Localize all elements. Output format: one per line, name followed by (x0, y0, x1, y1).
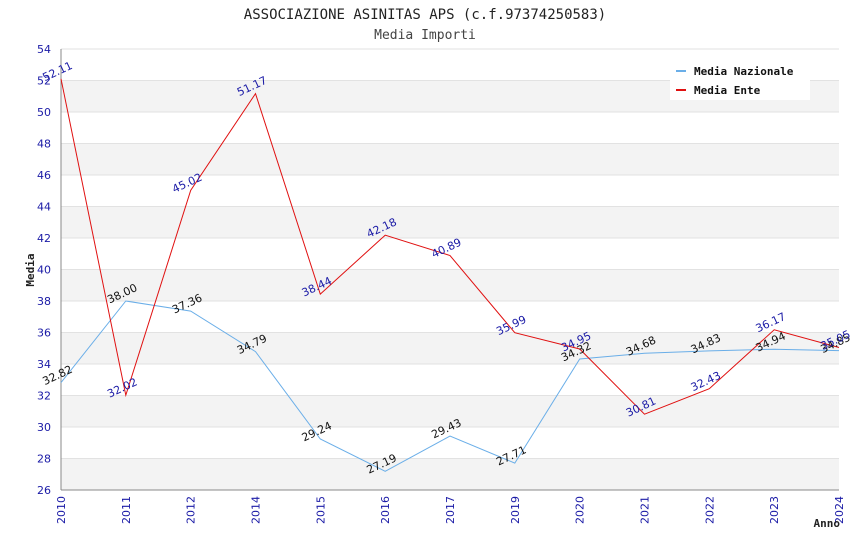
x-tick-label: 2019 (509, 496, 522, 524)
grid-band (61, 427, 839, 459)
grid-band (61, 364, 839, 396)
legend-item-label: Media Nazionale (694, 65, 794, 78)
y-tick-label: 34 (37, 358, 51, 371)
y-tick-label: 46 (37, 169, 51, 182)
series-line-media-nazionale (60, 300, 840, 472)
grid-bands (61, 48, 839, 491)
grid-band (61, 332, 839, 364)
y-tick-label: 32 (37, 390, 51, 403)
x-tick-labels: 2010 2011 2012 2014 2015 2016 2017 2019 2020 2021… (55, 496, 846, 524)
x-tick-label: 2022 (703, 496, 716, 524)
legend-box (670, 60, 810, 100)
x-tick-label: 2021 (639, 496, 652, 524)
x-tick-label: 2012 (185, 496, 198, 524)
x-tick-label: 2023 (768, 496, 781, 524)
grid-band (61, 206, 839, 238)
series-line-media-ente (60, 78, 840, 415)
x-tick-label: 2016 (379, 496, 392, 524)
y-tick-labels: 26 28 30 32 34 36 38 40 42 44 46 48 50 52 54 (37, 43, 51, 497)
grid-band (61, 238, 839, 270)
y-tick-label: 26 (37, 484, 51, 497)
y-tick-label: 40 (37, 264, 51, 277)
legend-item-label: Media Ente (694, 84, 761, 97)
y-tick-label: 42 (37, 232, 51, 245)
grid-band (61, 458, 839, 490)
y-tick-label: 48 (37, 138, 51, 151)
y-tick-label: 52 (37, 75, 51, 88)
grid-band (61, 143, 839, 175)
y-tick-label: 38 (37, 295, 51, 308)
x-tick-label: 2020 (574, 496, 587, 524)
legend: Media Nazionale Media Ente (670, 60, 810, 100)
series-lines (60, 78, 840, 472)
grid-band (61, 395, 839, 427)
grid-band (61, 269, 839, 301)
x-tick-label: 2014 (250, 496, 263, 524)
axes (60, 49, 839, 491)
x-axis-label: Anno (814, 517, 841, 530)
chart-subtitle: Media Importi (374, 28, 476, 43)
y-tick-label: 30 (37, 421, 51, 434)
y-tick-label: 44 (37, 201, 51, 214)
grid-band (61, 112, 839, 144)
y-tick-label: 36 (37, 327, 51, 340)
y-tick-label: 54 (37, 43, 51, 56)
y-tick-label: 28 (37, 453, 51, 466)
x-tick-label: 2024 (833, 496, 846, 524)
x-tick-label: 2010 (55, 496, 68, 524)
grid-band (61, 301, 839, 333)
chart-title: ASSOCIAZIONE ASINITAS APS (c.f.973742505… (244, 7, 606, 23)
y-tick-label: 50 (37, 106, 51, 119)
x-tick-label: 2017 (444, 496, 457, 524)
y-axis-label: Media (24, 253, 37, 286)
x-tick-label: 2011 (120, 496, 133, 524)
x-tick-label: 2015 (314, 496, 327, 524)
